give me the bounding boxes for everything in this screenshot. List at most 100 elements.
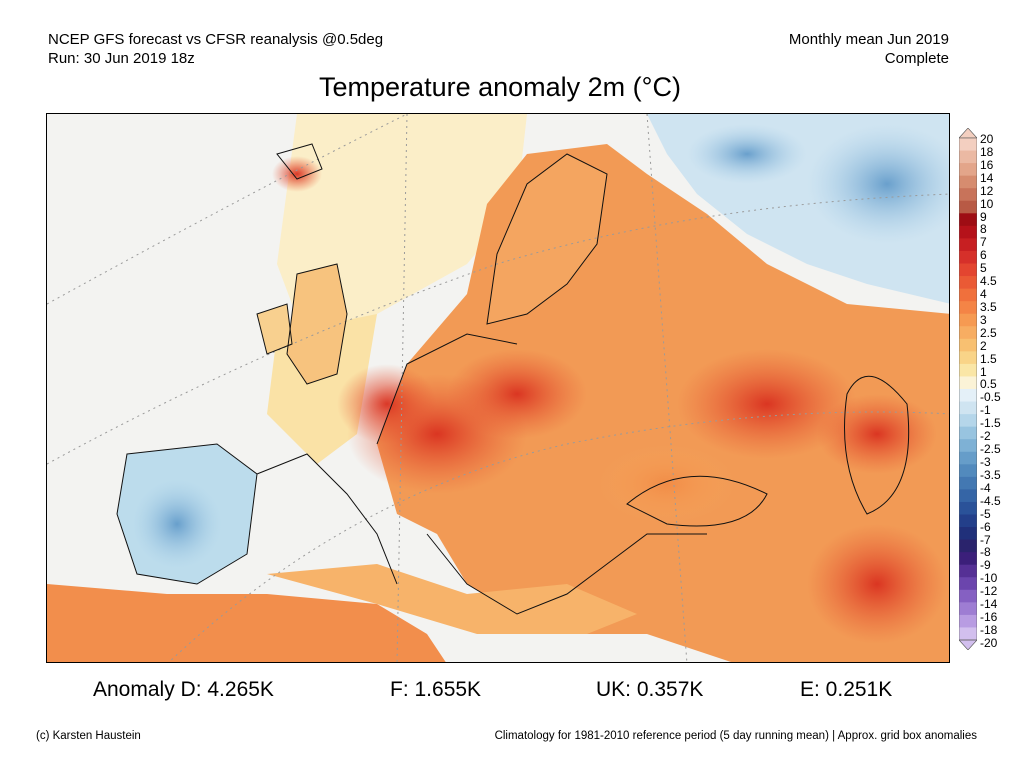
- colorbar-tick-label: -2: [980, 429, 991, 444]
- copyright: (c) Karsten Haustein: [36, 730, 141, 742]
- colorbar-swatch: [959, 313, 977, 327]
- germany-hot-core: [337, 364, 437, 444]
- colorbar-swatch: [959, 602, 977, 616]
- colorbar-swatch: [959, 175, 977, 189]
- colorbar-swatch: [959, 527, 977, 541]
- period-label: Monthly mean Jun 2019: [788, 31, 949, 48]
- colorbar-swatch: [959, 301, 977, 315]
- colorbar-tick-label: 1.5: [980, 351, 997, 366]
- colorbar-swatch: [959, 326, 977, 340]
- barents-cold-core: [687, 124, 807, 184]
- colorbar-swatch: [959, 426, 977, 440]
- colorbar-tick-label: 18: [980, 144, 994, 159]
- colorbar-tick-label: -8: [980, 545, 991, 560]
- colorbar-tick-label: -2.5: [980, 442, 1001, 457]
- run-info: NCEP GFS forecast vs CFSR reanalysis @0.…: [48, 30, 383, 68]
- colorbar-tick-label: 12: [980, 183, 994, 198]
- north-africa-zone: [47, 584, 446, 662]
- colorbar-max-arrow: [959, 128, 977, 139]
- caspian-hot-core: [817, 394, 937, 474]
- mediterranean-zone: [267, 564, 637, 634]
- colorbar-tick-label: -7: [980, 532, 991, 547]
- stat-germany: Anomaly D: 4.265K: [93, 678, 274, 701]
- colorbar-swatch: [959, 213, 977, 227]
- colorbar-tick-label: -4: [980, 480, 991, 495]
- colorbar-tick-label: -12: [980, 584, 998, 599]
- ireland-zone: [257, 304, 292, 354]
- colorbar-tick-label: 1: [980, 364, 987, 379]
- colorbar-swatch: [959, 389, 977, 403]
- colorbar-tick-label: 4.5: [980, 274, 997, 289]
- colorbar-tick-label: 20: [980, 132, 994, 146]
- colorbar-swatch: [959, 577, 977, 591]
- colorbar-tick-label: -5: [980, 506, 991, 521]
- map-title: Temperature anomaly 2m (°C): [319, 72, 681, 102]
- colorbar-swatch: [959, 263, 977, 277]
- colorbar-tick-label: 14: [980, 170, 994, 185]
- colorbar-tick-label: -3: [980, 455, 991, 469]
- colorbar-tick-label: -6: [980, 519, 991, 534]
- colorbar-tick-label: 9: [980, 209, 987, 224]
- colorbar-tick-label: 16: [980, 157, 994, 172]
- colorbar-swatch: [959, 188, 977, 202]
- colorbar-frame: [959, 137, 977, 641]
- colorbar: [959, 128, 977, 650]
- colorbar-tick-label: 3: [980, 312, 987, 327]
- colorbar-tick-label: -18: [980, 622, 998, 637]
- colorbar-tick-label: 5: [980, 261, 987, 276]
- colorbar-swatch: [959, 439, 977, 453]
- colorbar-tick-label: 7: [980, 235, 987, 250]
- colorbar-swatch: [959, 401, 977, 415]
- colorbar-tick-label: -20: [980, 635, 998, 650]
- completion-status: Complete: [884, 50, 949, 67]
- volga-hot-core: [677, 349, 857, 459]
- colorbar-tick-label: -1.5: [980, 416, 1001, 431]
- colorbar-tick-label: -9: [980, 558, 991, 573]
- colorbar-tick-label: 0.5: [980, 377, 997, 392]
- colorbar-tick-label: 10: [980, 196, 994, 211]
- colorbar-swatch: [959, 338, 977, 352]
- scandinavia-zone: [487, 154, 607, 324]
- graticule: [47, 114, 949, 662]
- black-sea-warm-core: [597, 444, 737, 524]
- colorbar-swatch: [959, 552, 977, 566]
- colorbar-min-arrow: [959, 639, 977, 650]
- colorbar-swatch: [959, 464, 977, 478]
- colorbar-swatch: [959, 614, 977, 628]
- colorbar-swatch: [959, 200, 977, 214]
- colorbar-tick-label: 4: [980, 287, 987, 302]
- colorbar-tick-label: 2.5: [980, 325, 997, 340]
- colorbar-swatch: [959, 363, 977, 377]
- colorbar-swatch: [959, 351, 977, 365]
- colorbar-swatch: [959, 150, 977, 164]
- model-description: NCEP GFS forecast vs CFSR reanalysis @0.…: [48, 31, 384, 48]
- colorbar-tick-label: -10: [980, 571, 998, 586]
- colorbar-swatch: [959, 627, 977, 641]
- colorbar-swatch: [959, 225, 977, 239]
- iberia-cold-core: [132, 479, 222, 569]
- colorbar-swatch: [959, 514, 977, 528]
- colorbar-swatch: [959, 501, 977, 515]
- colorbar-tick-label: 3.5: [980, 299, 997, 314]
- colorbar-swatch: [959, 276, 977, 290]
- colorbar-swatch: [959, 451, 977, 465]
- iceland-hot-core: [272, 156, 322, 192]
- colorbar-swatch: [959, 376, 977, 390]
- colorbar-swatch: [959, 288, 977, 302]
- climatology-note: Climatology for 1981-2010 reference peri…: [494, 730, 977, 742]
- colorbar-tick-label: 6: [980, 248, 987, 263]
- colorbar-tick-label: -0.5: [980, 390, 1001, 405]
- colorbar-swatch: [959, 564, 977, 578]
- colorbar-tick-label: -4.5: [980, 493, 1001, 508]
- colorbar-swatch: [959, 163, 977, 177]
- colorbar-swatch: [959, 539, 977, 553]
- stat-spain: E: 0.251K: [800, 678, 893, 701]
- country-anomaly-stats: Anomaly D: 4.265K F: 1.655K UK: 0.357K E…: [0, 678, 1024, 708]
- colorbar-tick-label: -1: [980, 403, 991, 418]
- colorbar-tick-label: 8: [980, 222, 987, 237]
- poland-hot-core: [447, 349, 587, 439]
- coastlines: [116, 143, 910, 615]
- stat-uk: UK: 0.357K: [596, 678, 704, 701]
- colorbar-tick-label: 2: [980, 338, 987, 353]
- colorbar-swatch: [959, 414, 977, 428]
